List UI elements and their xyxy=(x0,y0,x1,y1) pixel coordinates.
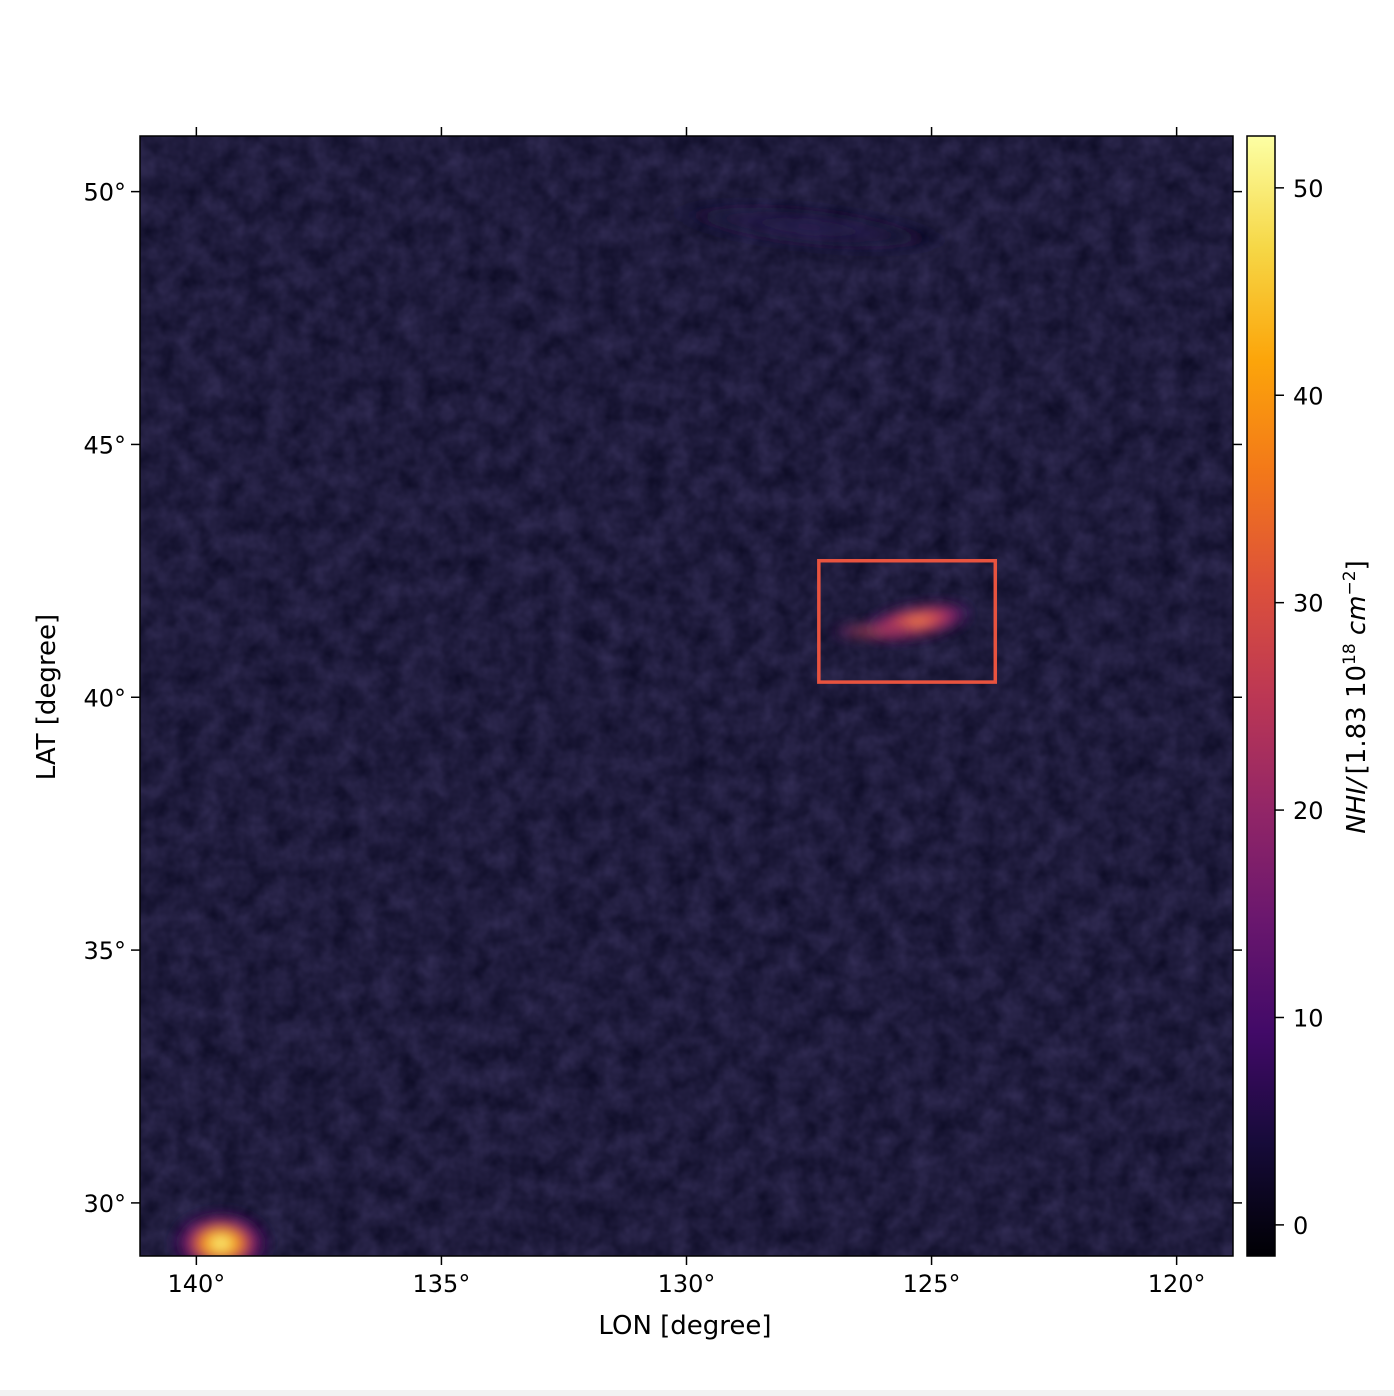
y-tick-label: 50° xyxy=(83,179,126,207)
highlight-box xyxy=(817,558,998,684)
colorbar-tick-label: 40 xyxy=(1293,382,1324,410)
x-tick-label: 120° xyxy=(1148,1270,1206,1298)
x-tick-label: 140° xyxy=(167,1270,225,1298)
x-axis-label: LON [degree] xyxy=(598,1311,771,1341)
y-axis-label: LAT [degree] xyxy=(32,614,62,780)
colorbar-tick-label: 0 xyxy=(1293,1212,1308,1240)
feature-boxed-cloud-tail xyxy=(826,622,917,641)
x-tick-label: 130° xyxy=(658,1270,716,1298)
colorbar-tick-label: 20 xyxy=(1293,797,1324,825)
feature-bright-cloud xyxy=(168,1209,273,1256)
colorbar-tick-label: 50 xyxy=(1293,175,1324,203)
colorbar-tick-label: 30 xyxy=(1293,590,1324,618)
x-axis-ticks: 140° 135° 130° 125° 120° xyxy=(167,127,1206,1298)
x-tick-label: 125° xyxy=(903,1270,961,1298)
y-axis-ticks: 50° 45° 40° 35° 30° xyxy=(83,179,1242,1218)
image-noise xyxy=(140,136,1233,1256)
emission-features xyxy=(168,200,975,1256)
colorbar-label: NHI/[1.83 1018 cm−2] xyxy=(1340,560,1372,834)
colorbar-tick-label: 10 xyxy=(1293,1004,1324,1032)
bottom-strip xyxy=(0,1390,1394,1396)
feature-faint-filament xyxy=(659,200,959,254)
y-tick-label: 30° xyxy=(83,1190,126,1218)
y-tick-label: 35° xyxy=(83,937,126,965)
colorbar xyxy=(1246,135,1276,1257)
plot-area xyxy=(140,136,1233,1256)
y-tick-label: 40° xyxy=(83,684,126,712)
x-tick-label: 135° xyxy=(413,1270,471,1298)
colorbar-ticks: 0 10 20 30 40 50 xyxy=(1275,175,1324,1240)
y-tick-label: 45° xyxy=(83,431,126,459)
